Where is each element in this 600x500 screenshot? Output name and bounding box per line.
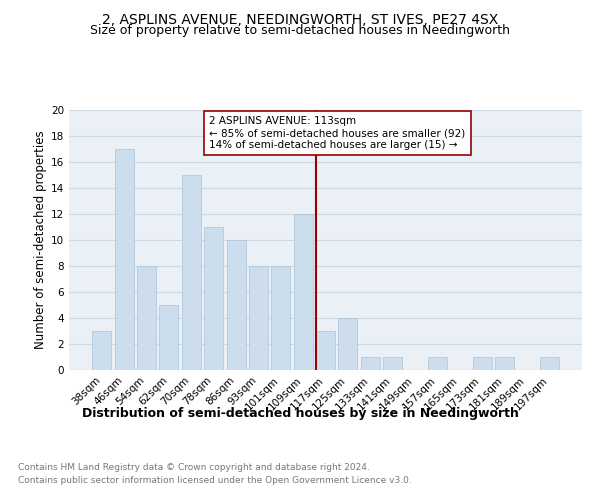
Bar [428, 357, 447, 370]
Bar [249, 266, 268, 370]
Bar [383, 357, 402, 370]
Bar [271, 266, 290, 370]
Text: Contains public sector information licensed under the Open Government Licence v3: Contains public sector information licen… [18, 476, 412, 485]
Bar [227, 240, 245, 370]
Bar [137, 266, 156, 370]
Bar [293, 214, 313, 370]
Text: 2, ASPLINS AVENUE, NEEDINGWORTH, ST IVES, PE27 4SX: 2, ASPLINS AVENUE, NEEDINGWORTH, ST IVES… [102, 12, 498, 26]
Text: Contains HM Land Registry data © Crown copyright and database right 2024.: Contains HM Land Registry data © Crown c… [18, 462, 370, 471]
Text: 2 ASPLINS AVENUE: 113sqm
← 85% of semi-detached houses are smaller (92)
14% of s: 2 ASPLINS AVENUE: 113sqm ← 85% of semi-d… [209, 116, 466, 150]
Bar [204, 227, 223, 370]
Y-axis label: Number of semi-detached properties: Number of semi-detached properties [34, 130, 47, 350]
Bar [115, 149, 134, 370]
Bar [92, 331, 112, 370]
Bar [338, 318, 358, 370]
Bar [539, 357, 559, 370]
Bar [182, 175, 201, 370]
Bar [473, 357, 491, 370]
Text: Distribution of semi-detached houses by size in Needingworth: Distribution of semi-detached houses by … [82, 408, 518, 420]
Bar [361, 357, 380, 370]
Bar [160, 305, 178, 370]
Text: Size of property relative to semi-detached houses in Needingworth: Size of property relative to semi-detach… [90, 24, 510, 37]
Bar [495, 357, 514, 370]
Bar [316, 331, 335, 370]
